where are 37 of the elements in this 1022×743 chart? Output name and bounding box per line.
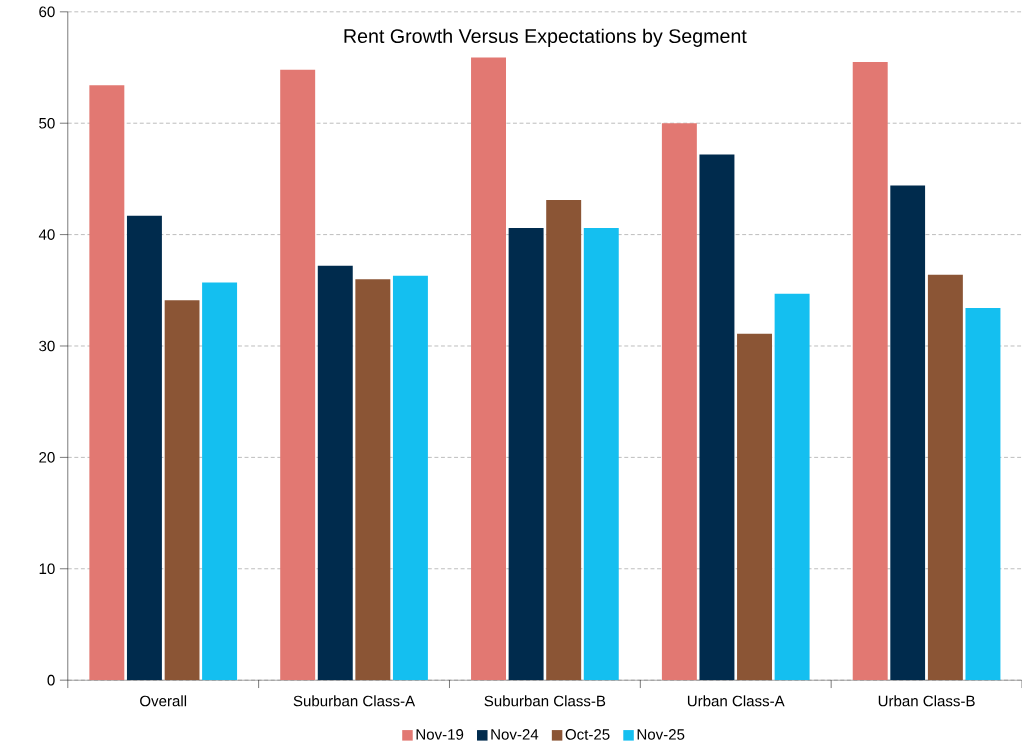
bar (546, 199, 582, 681)
y-tick-label: 60 (39, 6, 55, 18)
x-tick-label: Suburban Class-B (484, 695, 606, 707)
bar (126, 215, 162, 681)
bar (583, 227, 619, 681)
x-tick-label: Overall (140, 695, 187, 707)
legend-label: Nov-25 (637, 728, 685, 740)
bar (508, 227, 544, 681)
x-tick-label: Suburban Class-A (293, 695, 416, 707)
bar (280, 69, 316, 681)
bar (89, 85, 125, 681)
x-tick-label: Urban Class-A (687, 695, 785, 707)
bar (852, 61, 888, 681)
bar (699, 154, 735, 681)
bar (164, 300, 200, 681)
bar (392, 275, 428, 681)
bar (890, 185, 926, 681)
legend-label: Nov-24 (491, 728, 539, 740)
y-tick-label: 40 (38, 229, 55, 240)
bar (737, 333, 773, 681)
legend-label: Oct-25 (565, 728, 610, 740)
bar (927, 274, 963, 681)
bar (317, 265, 353, 681)
y-tick-label: 30 (39, 340, 55, 352)
y-tick-label: 0 (47, 674, 55, 686)
bar (202, 282, 238, 681)
legend-label: Nov-19 (416, 728, 464, 740)
bar (661, 123, 697, 681)
text: Rent Growth Versus Expectations by Segment (344, 28, 747, 47)
bar (965, 307, 1001, 681)
y-tick-label: 20 (39, 451, 55, 463)
bar (355, 279, 391, 681)
y-tick-label: 10 (39, 563, 55, 574)
bar (774, 293, 810, 681)
y-tick-label: 50 (39, 117, 55, 129)
bar (471, 57, 507, 681)
x-tick-label: Urban Class-B (878, 695, 975, 707)
